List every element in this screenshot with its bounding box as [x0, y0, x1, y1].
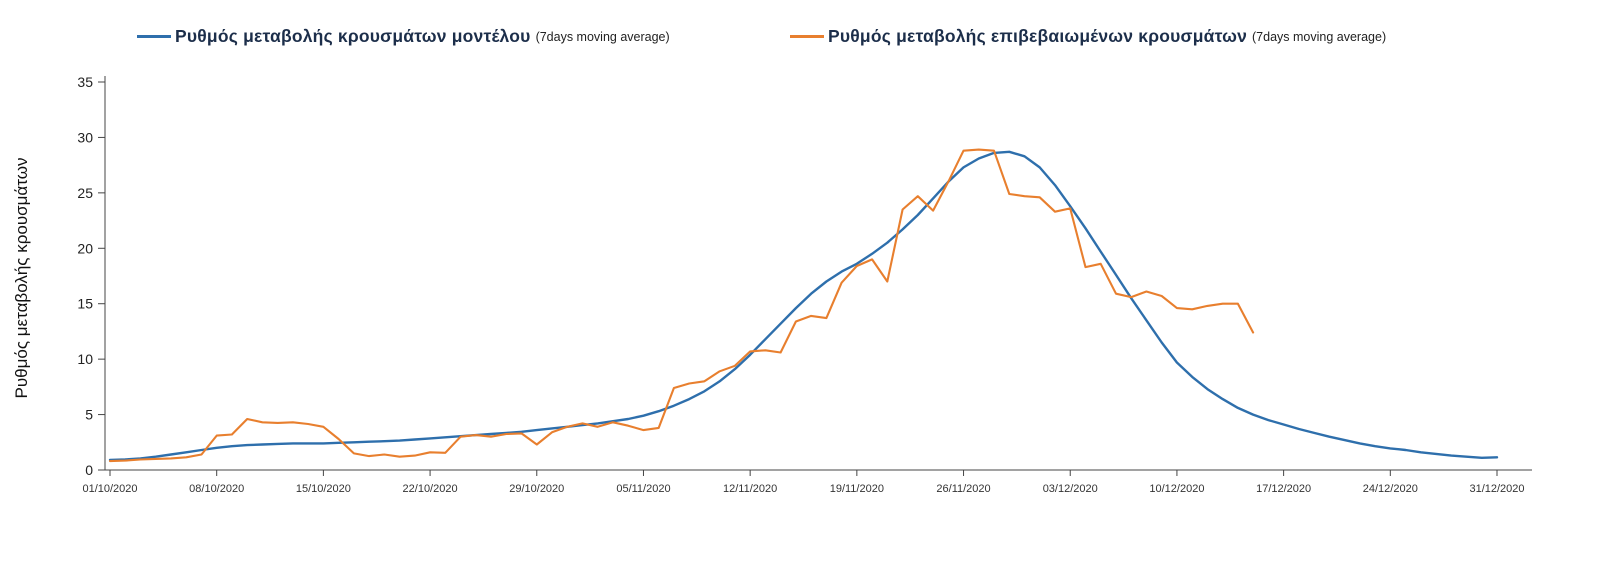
confirmed-line [108, 148, 1255, 463]
model-line [108, 150, 1499, 462]
legend-suffix-confirmed: (7days moving average) [1252, 29, 1387, 44]
x-tick-label: 10/12/2020 [1149, 483, 1204, 495]
legend-label-model: Ρυθμός μεταβολής κρουσμάτων μοντέλου [175, 26, 531, 46]
legend-label-confirmed: Ρυθμός μεταβολής επιβεβαιωμένων κρουσμάτ… [828, 26, 1248, 46]
x-tick-label: 22/10/2020 [403, 483, 458, 495]
x-tick-label: 31/12/2020 [1469, 483, 1524, 495]
x-tick-label: 15/10/2020 [296, 483, 351, 495]
y-tick-label: 10 [77, 351, 93, 367]
x-tick-label: 26/11/2020 [936, 483, 990, 495]
y-tick-label: 35 [77, 74, 93, 90]
y-tick-label: 15 [77, 296, 93, 312]
legend-suffix-model: (7days moving average) [535, 29, 670, 44]
model-line-swatch [137, 35, 171, 38]
y-tick-label: 30 [77, 129, 93, 145]
x-tick-label: 17/12/2020 [1256, 483, 1311, 495]
x-tick-label: 05/11/2020 [616, 483, 670, 495]
y-tick-label: 0 [85, 462, 93, 478]
x-tick-label: 08/10/2020 [189, 483, 244, 495]
y-tick-label: 20 [77, 240, 93, 256]
legend-item-model: Ρυθμός μεταβολής κρουσμάτων μοντέλου (7d… [137, 26, 670, 47]
x-tick-label: 03/12/2020 [1043, 483, 1098, 495]
confirmed-line-swatch [790, 35, 824, 38]
legend-item-confirmed: Ρυθμός μεταβολής επιβεβαιωμένων κρουσμάτ… [790, 26, 1386, 47]
x-tick-label: 19/11/2020 [830, 483, 884, 495]
x-tick-label: 12/11/2020 [723, 483, 777, 495]
x-tick-label: 29/10/2020 [509, 483, 564, 495]
y-tick-label: 25 [77, 185, 93, 201]
y-tick-label: 5 [85, 407, 93, 423]
x-tick-label: 01/10/2020 [82, 483, 137, 495]
x-tick-label: 24/12/2020 [1363, 483, 1418, 495]
